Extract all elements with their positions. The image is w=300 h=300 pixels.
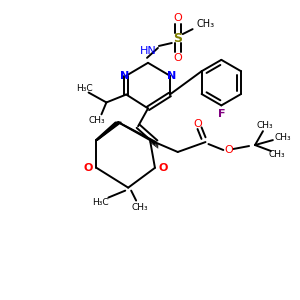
Text: O: O — [193, 119, 202, 129]
Text: O: O — [84, 163, 93, 173]
Text: S: S — [173, 32, 182, 44]
Text: O: O — [224, 145, 233, 155]
Text: CH₃: CH₃ — [196, 19, 214, 29]
Text: H₃C: H₃C — [92, 198, 109, 207]
Text: H₃C: H₃C — [76, 84, 93, 93]
Text: O: O — [173, 53, 182, 63]
Text: CH₃: CH₃ — [274, 133, 291, 142]
Text: CH₃: CH₃ — [88, 116, 105, 125]
Polygon shape — [95, 122, 121, 140]
Text: O: O — [173, 13, 182, 23]
Text: O: O — [158, 163, 168, 173]
Text: CH₃: CH₃ — [256, 121, 273, 130]
Text: N: N — [167, 71, 176, 81]
Text: CH₃: CH₃ — [268, 151, 285, 160]
Text: CH₃: CH₃ — [132, 203, 148, 212]
Text: F: F — [218, 109, 225, 119]
Text: N: N — [120, 71, 129, 81]
Text: HN: HN — [140, 46, 156, 56]
